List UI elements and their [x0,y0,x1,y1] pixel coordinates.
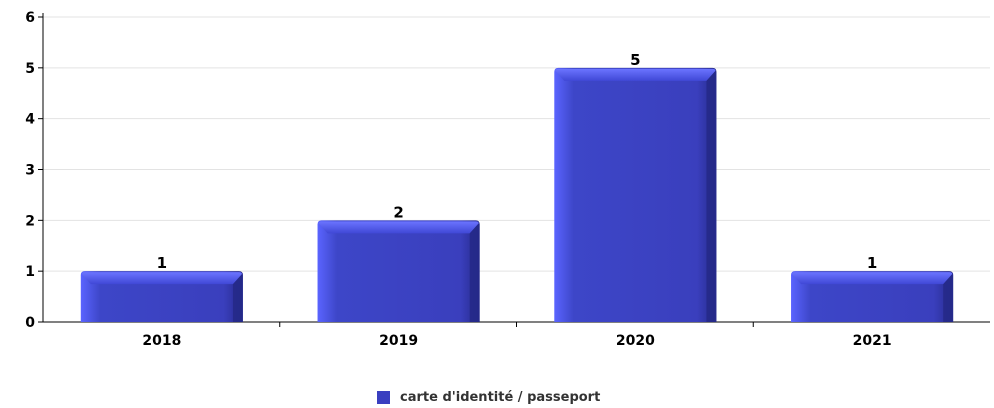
bars [80,67,954,322]
bar-side-face [232,274,242,322]
labels: 0 1 2 3 4 5 6 1 2018 2 2019 5 2020 1 2021 [25,10,891,349]
bar-body [317,220,480,322]
bar-top-face [555,68,716,81]
bar-top-face [81,272,242,285]
x-tick-label: 2021 [853,333,892,349]
data-label: 1 [867,254,877,272]
x-tick-label: 2020 [616,333,655,349]
data-label: 2 [393,203,403,221]
y-tick-label: 0 [25,315,35,331]
bar-side-face [943,274,953,322]
bar-2018 [80,271,243,322]
bar-body [554,67,717,322]
data-label: 5 [630,51,640,69]
legend: carte d'identité / passeport [377,388,600,406]
legend-label: carte d'identité / passeport [400,389,601,405]
y-tick-label: 2 [25,213,35,229]
bar-side-face [469,223,479,322]
data-label: 1 [157,254,167,272]
bar-side-face [706,70,716,322]
bar-2021 [791,271,954,322]
y-tick-label: 3 [25,163,35,179]
y-tick-label: 4 [25,112,35,128]
y-tick-label: 6 [25,10,35,26]
legend-swatch [377,390,390,404]
gridlines [43,16,990,272]
y-tick-label: 5 [25,61,35,77]
x-tick-label: 2019 [379,333,418,349]
bar-chart: 0 1 2 3 4 5 6 1 2018 2 2019 5 2020 1 2021 [25,10,990,349]
bar-2020 [554,67,717,322]
bar-top-face [318,221,479,234]
y-tick-label: 1 [25,264,35,280]
x-tick-label: 2018 [142,333,181,349]
bar-2019 [317,220,480,322]
bar-top-face [792,272,953,285]
